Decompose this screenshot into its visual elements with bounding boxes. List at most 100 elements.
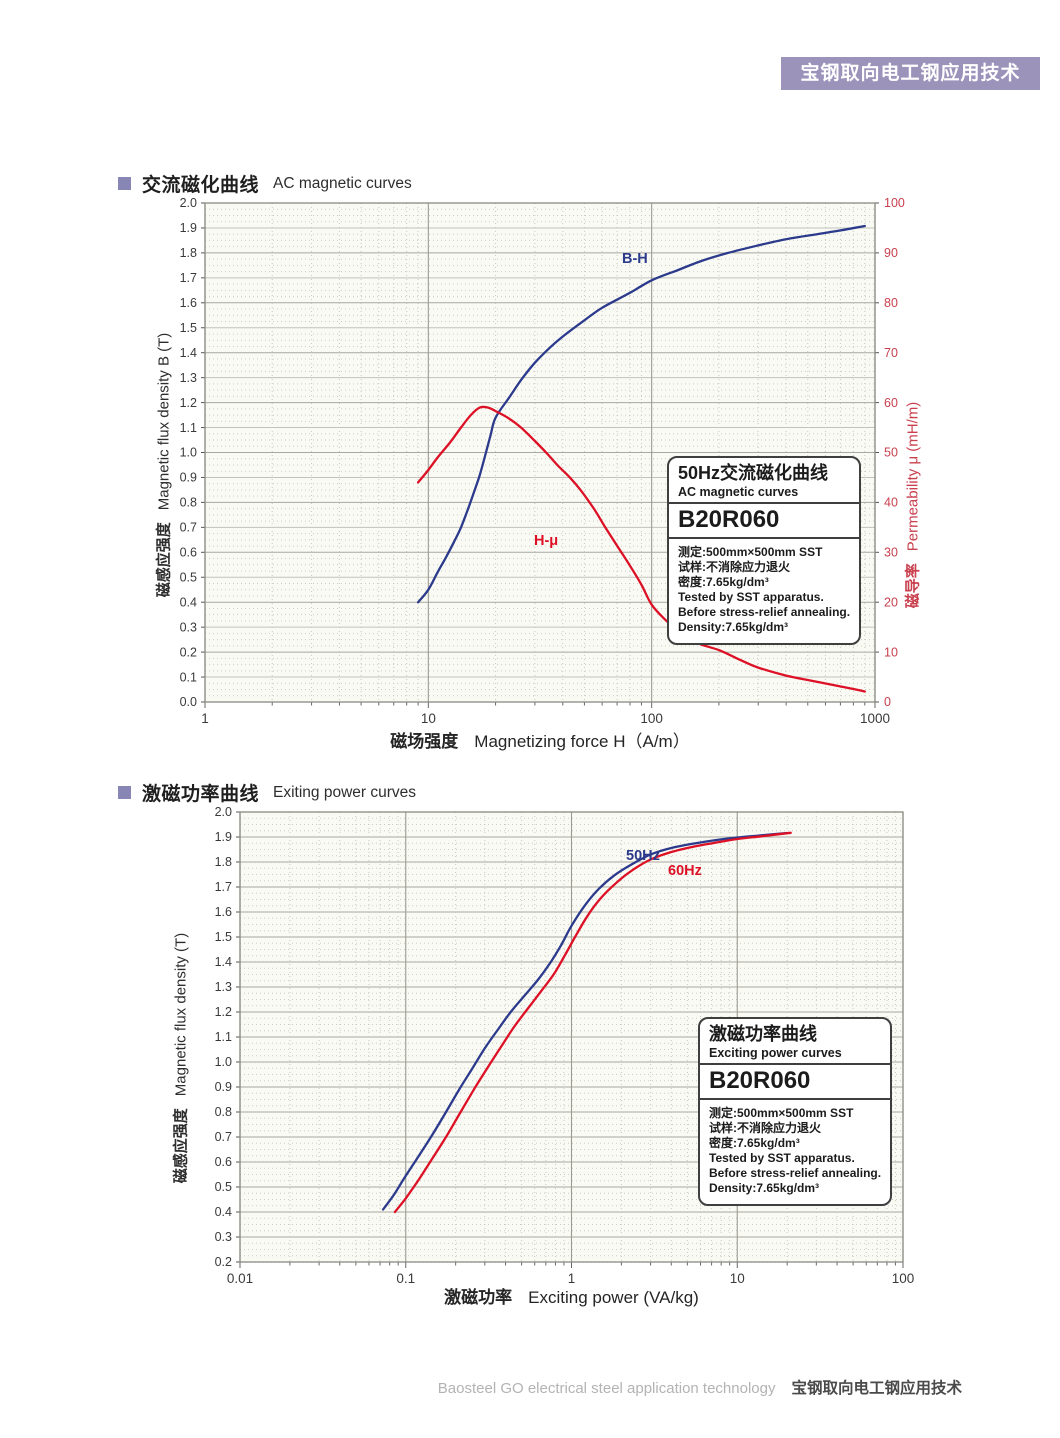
section2-title-cn: 激磁功率曲线 — [142, 784, 260, 805]
section1-title-en: AC magnetic curves — [273, 174, 412, 192]
svg-text:0.1: 0.1 — [180, 670, 197, 684]
chart2-left-axis-title: 磁感应强度Magnetic flux density (T) — [172, 932, 190, 1184]
svg-text:30: 30 — [884, 546, 898, 560]
bh-curve-label: B-H — [622, 251, 648, 267]
svg-text:0.2: 0.2 — [215, 1255, 232, 1269]
info-box-title-en: Exciting power curves — [709, 1045, 842, 1060]
section-title-exciting-power: 激磁功率曲线 Exiting power curves — [118, 779, 416, 806]
svg-text:1.1: 1.1 — [180, 421, 197, 435]
svg-text:1.8: 1.8 — [180, 246, 197, 260]
section-bullet-icon — [118, 786, 131, 799]
svg-text:0.6: 0.6 — [180, 546, 197, 560]
info-box-title-cn: 50Hz交流磁化曲线 — [678, 463, 829, 483]
info-box-title-cn: 激磁功率曲线 — [709, 1024, 817, 1044]
svg-text:1000: 1000 — [860, 711, 890, 726]
svg-text:0.4: 0.4 — [215, 1205, 232, 1219]
series-60Hz — [393, 831, 792, 1214]
detail-line: 试样:不消除应力退火 — [709, 1120, 821, 1135]
steel-grade-label: B20R060 — [669, 501, 859, 539]
section-bullet-icon — [118, 177, 131, 190]
chart1-right-axis-title: 磁导率Permeability μ (mH/m) — [904, 401, 922, 609]
svg-text:1.6: 1.6 — [180, 296, 197, 310]
info-box-details: 测定:500mm×500mm SST 试样:不消除应力退火 密度:7.65kg/… — [669, 539, 859, 644]
svg-text:0.3: 0.3 — [180, 620, 197, 634]
svg-text:1: 1 — [201, 711, 209, 726]
detail-line: 试样:不消除应力退火 — [678, 559, 790, 574]
svg-text:0.7: 0.7 — [180, 521, 197, 535]
detail-line: 密度:7.65kg/dm³ — [678, 574, 769, 589]
detail-line: Density:7.65kg/dm³ — [709, 1181, 820, 1196]
svg-text:1.3: 1.3 — [215, 980, 232, 994]
svg-text:2.0: 2.0 — [180, 196, 197, 210]
svg-text:70: 70 — [884, 346, 898, 360]
svg-text:1.4: 1.4 — [180, 346, 197, 360]
svg-text:100: 100 — [884, 196, 905, 210]
detail-line: Before stress-relief annealing. — [678, 605, 851, 619]
info-box-title-en: AC magnetic curves — [678, 484, 799, 499]
steel-grade-label: B20R060 — [700, 1062, 890, 1100]
detail-line: Tested by SST apparatus. — [709, 1150, 855, 1165]
svg-text:10: 10 — [421, 711, 436, 726]
series-H-μ — [416, 405, 866, 693]
info-box-header: 激磁功率曲线 Exciting power curves — [700, 1019, 890, 1063]
svg-text:100: 100 — [640, 711, 663, 726]
curve-label-50hz: 50Hz — [626, 848, 660, 864]
header-banner-text: 宝钢取向电工钢应用技术 — [800, 63, 1021, 84]
curve-label-60hz: 60Hz — [668, 863, 702, 879]
page-footer: Baosteel GO electrical steel application… — [438, 1376, 962, 1398]
detail-line: Before stress-relief annealing. — [709, 1166, 882, 1180]
svg-text:0.9: 0.9 — [215, 1080, 232, 1094]
svg-text:0.3: 0.3 — [215, 1230, 232, 1244]
detail-line: Tested by SST apparatus. — [678, 589, 824, 604]
footer-text-cn: 宝钢取向电工钢应用技术 — [791, 1380, 962, 1397]
svg-text:0: 0 — [884, 695, 891, 709]
svg-text:1.0: 1.0 — [215, 1055, 232, 1069]
svg-text:10: 10 — [730, 1271, 745, 1286]
svg-text:20: 20 — [884, 595, 898, 609]
svg-text:1.8: 1.8 — [215, 855, 232, 869]
svg-text:1.4: 1.4 — [215, 955, 232, 969]
detail-line: Density:7.65kg/dm³ — [678, 620, 789, 635]
svg-text:1.6: 1.6 — [215, 905, 232, 919]
svg-text:0.1: 0.1 — [396, 1271, 415, 1286]
chart1-x-axis-title: 磁场强度 Magnetizing force H（A/m） — [390, 732, 690, 751]
detail-line: 测定:500mm×500mm SST — [709, 1105, 854, 1120]
header-banner: 宝钢取向电工钢应用技术 — [781, 57, 1040, 90]
svg-text:1.2: 1.2 — [215, 1005, 232, 1019]
svg-text:90: 90 — [884, 246, 898, 260]
series-B-H — [416, 224, 866, 604]
svg-text:0.8: 0.8 — [180, 496, 197, 510]
svg-text:80: 80 — [884, 296, 898, 310]
info-box-details: 测定:500mm×500mm SST 试样:不消除应力退火 密度:7.65kg/… — [700, 1100, 890, 1205]
svg-text:100: 100 — [892, 1271, 915, 1286]
h-mu-curve-label: H-μ — [534, 533, 559, 549]
svg-text:0.01: 0.01 — [227, 1271, 253, 1286]
svg-text:0.2: 0.2 — [180, 645, 197, 659]
svg-text:0.5: 0.5 — [215, 1180, 232, 1194]
info-box-ac-curves: 50Hz交流磁化曲线 AC magnetic curves B20R060 测定… — [667, 456, 861, 646]
svg-text:2.0: 2.0 — [215, 805, 232, 819]
info-box-header: 50Hz交流磁化曲线 AC magnetic curves — [669, 458, 859, 502]
svg-text:1.7: 1.7 — [180, 271, 197, 285]
footer-text-en: Baosteel GO electrical steel application… — [437, 1380, 776, 1397]
svg-text:1.7: 1.7 — [215, 880, 232, 894]
svg-text:50: 50 — [884, 446, 898, 460]
svg-text:0.5: 0.5 — [180, 570, 197, 584]
svg-text:1.2: 1.2 — [180, 396, 197, 410]
svg-text:0.8: 0.8 — [215, 1105, 232, 1119]
svg-text:1.1: 1.1 — [215, 1030, 232, 1044]
detail-line: 密度:7.65kg/dm³ — [709, 1135, 800, 1150]
svg-text:0.7: 0.7 — [215, 1130, 232, 1144]
svg-text:0.6: 0.6 — [215, 1155, 232, 1169]
section2-title-en: Exiting power curves — [273, 783, 417, 801]
chart1-left-axis-title: 磁感应强度Magnetic flux density B (T) — [155, 332, 173, 598]
svg-text:1.5: 1.5 — [215, 930, 232, 944]
section-title-ac-curves: 交流磁化曲线 AC magnetic curves — [118, 170, 412, 197]
svg-text:60: 60 — [884, 396, 898, 410]
info-box-exciting-power: 激磁功率曲线 Exciting power curves B20R060 测定:… — [698, 1017, 892, 1207]
svg-text:0.4: 0.4 — [180, 595, 197, 609]
svg-text:1.9: 1.9 — [215, 830, 232, 844]
svg-text:1.5: 1.5 — [180, 321, 197, 335]
detail-line: 测定:500mm×500mm SST — [678, 544, 823, 559]
